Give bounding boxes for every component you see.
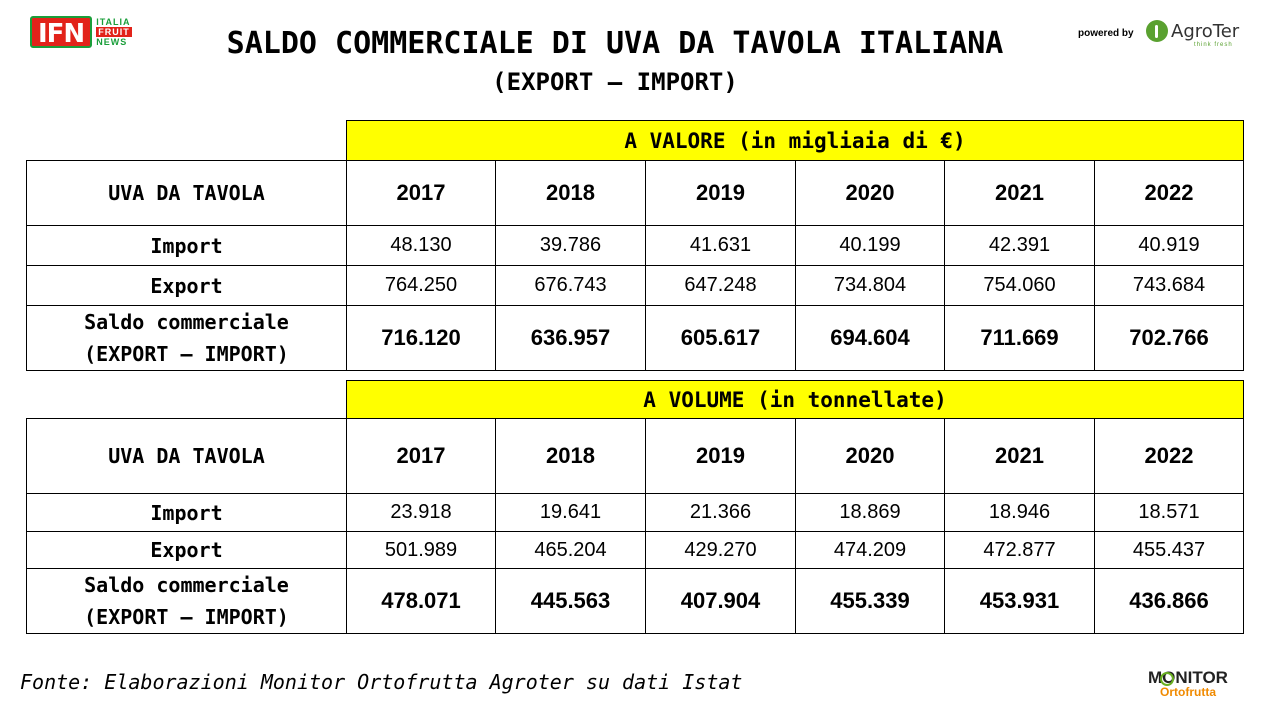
saldo-label-line2: (EXPORT – IMPORT) — [84, 342, 289, 366]
monitor-ortofrutta-logo: MONITOR Ortofrutta — [1148, 668, 1258, 708]
import-cell: 23.918 — [346, 493, 496, 532]
value-table: A VALORE (in migliaia di €) UVA DA TAVOL… — [26, 120, 1244, 371]
import-cell: 18.571 — [1094, 493, 1244, 532]
saldo-cell: 436.866 — [1094, 568, 1244, 634]
agroter-logo-name: AgroTer — [1171, 20, 1240, 42]
saldo-label-line1: Saldo commerciale — [84, 310, 289, 334]
powered-by-label: powered by — [1078, 28, 1134, 39]
page-title: SALDO COMMERCIALE DI UVA DA TAVOLA ITALI… — [226, 26, 1004, 61]
year-cell: 2018 — [495, 160, 646, 226]
export-label: Export — [26, 265, 347, 306]
row-label-header: UVA DA TAVOLA — [26, 418, 347, 494]
import-cell: 41.631 — [645, 225, 796, 266]
saldo-cell: 453.931 — [944, 568, 1095, 634]
import-label: Import — [26, 225, 347, 266]
year-cell: 2018 — [495, 418, 646, 494]
year-cell: 2019 — [645, 418, 796, 494]
export-cell: 676.743 — [495, 265, 646, 306]
export-cell: 647.248 — [645, 265, 796, 306]
export-cell: 429.270 — [645, 531, 796, 569]
saldo-label-line1: Saldo commerciale — [84, 573, 289, 597]
import-cell: 39.786 — [495, 225, 646, 266]
year-cell: 2022 — [1094, 418, 1244, 494]
ifn-logo-line3: NEWS — [96, 37, 128, 47]
ifn-logo-line1: ITALIA — [96, 17, 131, 27]
saldo-cell: 711.669 — [944, 305, 1095, 371]
monitor-ring-icon — [1160, 672, 1174, 686]
export-label: Export — [26, 531, 347, 569]
saldo-cell: 702.766 — [1094, 305, 1244, 371]
import-cell: 21.366 — [645, 493, 796, 532]
ifn-logo-line2: FRUIT — [96, 27, 132, 37]
year-cell: 2020 — [795, 160, 945, 226]
year-cell: 2022 — [1094, 160, 1244, 226]
year-cell: 2019 — [645, 160, 796, 226]
volume-table: A VOLUME (in tonnellate) UVA DA TAVOLA 2… — [26, 380, 1244, 634]
saldo-cell: 407.904 — [645, 568, 796, 634]
ifn-logo-mark: IFN — [30, 16, 93, 49]
table-corner — [27, 121, 347, 161]
year-cell: 2017 — [346, 160, 496, 226]
saldo-cell: 445.563 — [495, 568, 646, 634]
source-note: Fonte: Elaborazioni Monitor Ortofrutta A… — [20, 670, 743, 694]
agroter-leaf-icon — [1146, 20, 1168, 42]
page-subtitle: (EXPORT – IMPORT) — [492, 68, 738, 96]
ifn-logo: IFN ITALIA FRUIT NEWS — [30, 16, 132, 49]
import-cell: 19.641 — [495, 493, 646, 532]
saldo-cell: 716.120 — [346, 305, 496, 371]
import-cell: 42.391 — [944, 225, 1095, 266]
year-cell: 2021 — [944, 418, 1095, 494]
export-cell: 764.250 — [346, 265, 496, 306]
agroter-logo-tagline: think fresh — [1194, 42, 1233, 48]
saldo-cell: 636.957 — [495, 305, 646, 371]
export-cell: 465.204 — [495, 531, 646, 569]
ifn-logo-text: ITALIA FRUIT NEWS — [96, 17, 132, 47]
saldo-cell: 605.617 — [645, 305, 796, 371]
import-label: Import — [26, 493, 347, 532]
agroter-logo: AgroTer think fresh — [1146, 20, 1240, 48]
import-cell: 48.130 — [346, 225, 496, 266]
value-table-header: A VALORE (in migliaia di €) — [346, 120, 1244, 161]
export-cell: 743.684 — [1094, 265, 1244, 306]
export-cell: 754.060 — [944, 265, 1095, 306]
monitor-logo-line2: Ortofrutta — [1160, 685, 1216, 699]
export-cell: 501.989 — [346, 531, 496, 569]
import-cell: 18.946 — [944, 493, 1095, 532]
year-cell: 2017 — [346, 418, 496, 494]
table-corner — [27, 381, 347, 419]
saldo-label: Saldo commerciale (EXPORT – IMPORT) — [26, 568, 347, 634]
saldo-cell: 478.071 — [346, 568, 496, 634]
export-cell: 455.437 — [1094, 531, 1244, 569]
year-cell: 2021 — [944, 160, 1095, 226]
import-cell: 40.199 — [795, 225, 945, 266]
export-cell: 474.209 — [795, 531, 945, 569]
import-cell: 40.919 — [1094, 225, 1244, 266]
saldo-label-line2: (EXPORT – IMPORT) — [84, 605, 289, 629]
saldo-label: Saldo commerciale (EXPORT – IMPORT) — [26, 305, 347, 371]
export-cell: 734.804 — [795, 265, 945, 306]
export-cell: 472.877 — [944, 531, 1095, 569]
import-cell: 18.869 — [795, 493, 945, 532]
year-cell: 2020 — [795, 418, 945, 494]
saldo-cell: 455.339 — [795, 568, 945, 634]
volume-table-header: A VOLUME (in tonnellate) — [346, 380, 1244, 419]
saldo-cell: 694.604 — [795, 305, 945, 371]
row-label-header: UVA DA TAVOLA — [26, 160, 347, 226]
